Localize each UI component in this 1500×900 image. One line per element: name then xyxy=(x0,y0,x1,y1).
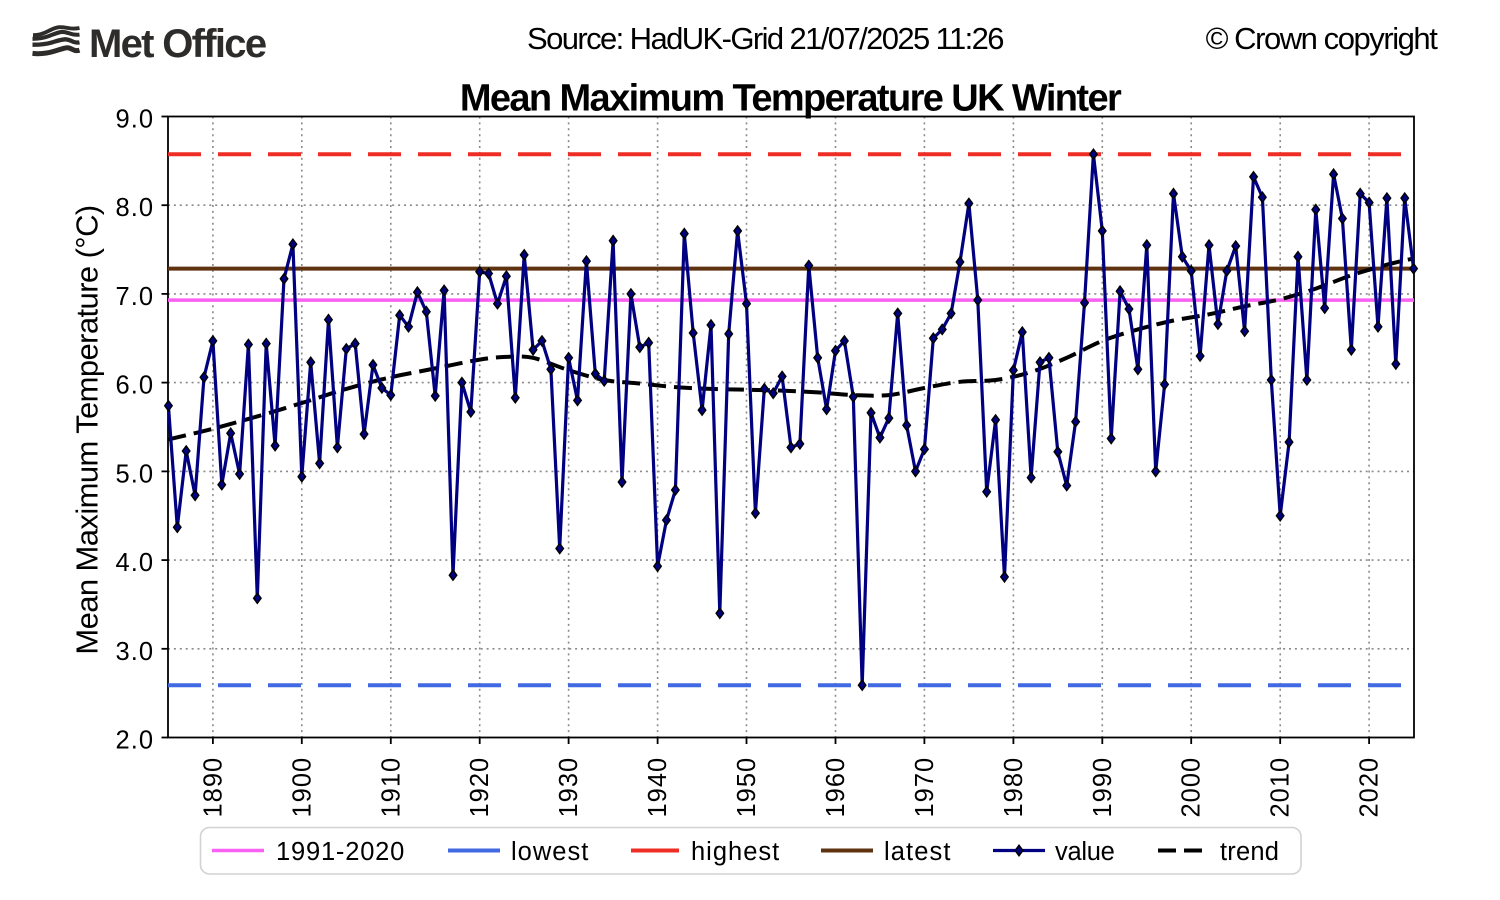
svg-text:Met Office: Met Office xyxy=(89,22,266,66)
svg-text:value: value xyxy=(1055,838,1115,866)
svg-text:1890: 1890 xyxy=(199,757,227,818)
svg-text:highest: highest xyxy=(691,838,780,866)
svg-text:2000: 2000 xyxy=(1178,757,1206,818)
svg-text:1910: 1910 xyxy=(377,757,405,818)
svg-text:1920: 1920 xyxy=(466,757,494,818)
svg-text:Mean Maximum Temperature UK Wi: Mean Maximum Temperature UK Winter xyxy=(460,78,1122,120)
svg-text:3.0: 3.0 xyxy=(116,638,154,666)
svg-text:8.0: 8.0 xyxy=(116,194,154,222)
svg-text:1980: 1980 xyxy=(1000,757,1028,818)
svg-text:latest: latest xyxy=(884,838,952,866)
svg-text:1930: 1930 xyxy=(555,757,583,818)
svg-text:9.0: 9.0 xyxy=(116,106,154,134)
svg-text:1970: 1970 xyxy=(911,757,939,818)
svg-text:1991-2020: 1991-2020 xyxy=(276,838,405,866)
svg-text:lowest: lowest xyxy=(511,838,589,866)
svg-text:Source: HadUK-Grid 21/07/2025: Source: HadUK-Grid 21/07/2025 11:26 xyxy=(527,21,1003,56)
svg-text:trend: trend xyxy=(1220,838,1279,866)
svg-text:2.0: 2.0 xyxy=(116,727,154,755)
svg-text:7.0: 7.0 xyxy=(116,283,154,311)
svg-text:1950: 1950 xyxy=(733,757,761,818)
svg-text:1940: 1940 xyxy=(644,757,672,818)
svg-text:2020: 2020 xyxy=(1356,757,1384,818)
svg-text:6.0: 6.0 xyxy=(116,372,154,400)
svg-text:4.0: 4.0 xyxy=(116,549,154,577)
svg-text:2010: 2010 xyxy=(1267,757,1295,818)
svg-text:1900: 1900 xyxy=(288,757,316,818)
svg-text:Mean Maximum Temperature (°C): Mean Maximum Temperature (°C) xyxy=(70,205,105,654)
svg-text:1960: 1960 xyxy=(822,757,850,818)
svg-text:5.0: 5.0 xyxy=(116,460,154,488)
svg-text:1990: 1990 xyxy=(1089,757,1117,818)
svg-text:© Crown copyright: © Crown copyright xyxy=(1206,21,1439,56)
